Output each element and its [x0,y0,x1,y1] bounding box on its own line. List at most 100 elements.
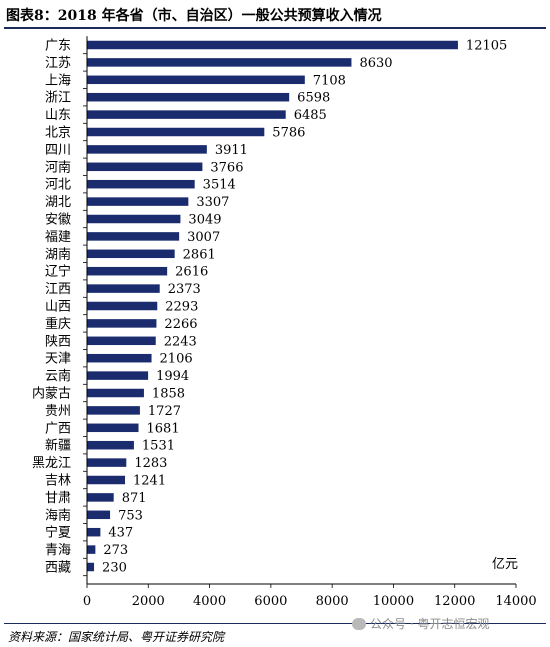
category-label-7: 河南 [45,159,71,175]
category-label-23: 新疆 [45,438,71,454]
data-label-3: 6598 [297,91,330,106]
watermark: 公众号 · 粤开志恒宏观 [352,615,489,632]
x-tick-label-6: 12000 [434,594,475,609]
bar-7 [87,162,203,172]
bar-6 [87,145,207,154]
data-label-28: 437 [108,526,133,541]
watermark-text: 公众号 · 粤开志恒宏观 [370,617,490,631]
source-note: 资料来源：国家统计局、粤开证券研究院 [8,630,225,644]
bar-28 [87,527,101,537]
bar-4 [87,110,286,119]
bar-14 [87,284,160,293]
bar-8 [87,179,195,189]
data-label-6: 3911 [215,143,248,158]
x-tick-label-3: 6000 [254,594,287,609]
category-label-10: 安徽 [45,213,71,228]
data-label-2: 7108 [313,73,346,88]
x-tick-label-5: 10000 [373,594,414,609]
data-label-10: 3049 [188,213,221,228]
category-label-2: 上海 [45,73,71,88]
category-label-18: 天津 [45,352,71,367]
unit-label: 亿元 [492,557,519,572]
category-label-29: 青海 [45,543,71,558]
data-label-11: 3007 [187,230,220,245]
data-label-24: 1283 [134,456,167,471]
data-label-9: 3307 [196,195,229,210]
data-label-21: 1727 [148,404,181,419]
data-label-1: 8630 [359,56,392,71]
data-label-14: 2373 [168,282,201,297]
category-label-5: 北京 [45,126,71,141]
category-label-14: 江西 [45,282,71,297]
bar-21 [87,406,140,415]
bar-22 [87,423,139,433]
x-tick-label-7: 14000 [495,594,536,609]
data-label-18: 2106 [160,352,193,367]
data-label-19: 1994 [156,369,189,384]
x-tick-label-1: 2000 [132,594,165,609]
data-label-15: 2293 [165,300,198,315]
category-label-4: 山东 [45,108,71,123]
category-label-6: 四川 [45,143,71,158]
x-tick-label-4: 8000 [316,594,349,609]
bar-26 [87,493,114,502]
category-label-13: 辽宁 [45,264,71,280]
data-label-4: 6485 [294,108,327,123]
bar-17 [87,336,156,346]
data-label-7: 3766 [210,160,243,175]
bar-chart: 12105 8630 7108 6598 6485 5786 3911 3766 3514 330… [32,36,537,609]
bar-19 [87,371,149,380]
bar-16 [87,319,157,328]
bar-29 [87,545,96,554]
category-label-24: 黑龙江 [32,456,71,471]
bar-15 [87,301,158,311]
bar-9 [87,197,189,206]
category-label-19: 云南 [45,368,71,384]
bars-layer: 12105 8630 7108 6598 6485 5786 3911 3766 3514 330… [87,39,507,576]
category-label-16: 重庆 [45,316,71,332]
bar-10 [87,214,181,224]
bar-0 [87,40,458,50]
data-label-29: 273 [103,543,128,558]
data-label-0: 12105 [466,39,507,54]
x-tick-label-0: 0 [83,594,91,609]
bar-30 [87,562,95,572]
bar-13 [87,266,168,276]
data-label-17: 2243 [164,334,197,349]
category-label-1: 江苏 [45,55,71,71]
bar-23 [87,440,134,450]
category-label-30: 西藏 [45,561,71,576]
category-label-28: 宁夏 [45,525,71,541]
category-label-21: 贵州 [45,404,71,419]
chart-header: 图表8：2018 年各省（市、自治区）一般公共预算收入情况 [0,0,550,30]
bar-12 [87,249,175,259]
x-tick-label-2: 4000 [193,594,226,609]
category-label-17: 陕西 [45,334,71,349]
axes-layer: 广东江苏上海浙江山东北京四川河南河北湖北安徽福建湖南辽宁江西山西重庆陕西天津云南… [32,36,537,609]
category-label-9: 湖北 [45,195,71,210]
data-label-23: 1531 [142,439,175,454]
bar-3 [87,92,290,102]
wechat-icon [352,618,366,630]
footer-divider [4,623,546,624]
category-label-0: 广东 [45,39,71,54]
data-label-20: 1858 [152,387,185,402]
bar-5 [87,127,265,137]
bar-18 [87,353,152,363]
bar-20 [87,388,144,398]
data-label-8: 3514 [203,178,236,193]
data-label-30: 230 [102,561,127,576]
bar-1 [87,58,352,67]
category-label-8: 河北 [45,178,71,193]
bar-11 [87,232,180,241]
category-label-27: 海南 [45,507,71,523]
data-label-22: 1681 [147,421,180,436]
bar-27 [87,510,111,520]
bar-24 [87,458,127,467]
chart-title: 图表8：2018 年各省（市、自治区）一般公共预算收入情况 [6,8,382,24]
category-label-11: 福建 [45,230,71,245]
category-label-26: 甘肃 [45,491,71,506]
data-label-27: 753 [118,508,143,523]
category-label-22: 广西 [45,421,71,436]
data-label-12: 2861 [183,247,216,262]
